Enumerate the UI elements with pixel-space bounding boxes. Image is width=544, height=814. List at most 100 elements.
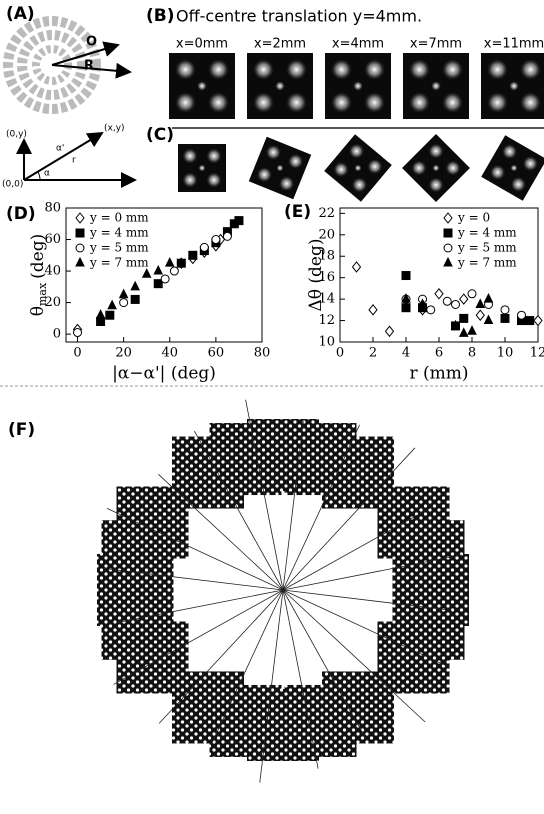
x-tick-label: 40 — [161, 346, 178, 361]
radial-line — [194, 430, 284, 591]
speckle — [510, 164, 518, 172]
point — [118, 288, 129, 299]
image-row: x=0mm x=2mm x=4mm x=7mm x=11mm — [169, 37, 544, 119]
legend-marker — [443, 243, 453, 253]
speckle — [348, 142, 365, 160]
point — [533, 314, 543, 327]
speckle — [486, 58, 509, 81]
x-tick-label: 0 — [73, 346, 81, 361]
target-diagram — [3, 16, 132, 114]
angle-label: α' — [56, 144, 64, 154]
radial-line — [113, 589, 284, 685]
point — [500, 305, 510, 315]
point — [351, 261, 362, 273]
x-tick-label: 20 — [115, 346, 132, 361]
point — [234, 216, 244, 226]
x-axis-label: r (mm) — [409, 364, 468, 384]
speckle — [408, 91, 431, 114]
radial-line — [282, 506, 432, 591]
mosaic-tile — [209, 423, 282, 496]
radial-line — [282, 589, 319, 769]
point — [384, 325, 395, 338]
radial-line — [282, 589, 367, 739]
coordinate-diagram — [16, 131, 137, 188]
point — [500, 313, 510, 323]
speckle — [366, 158, 384, 175]
point — [164, 257, 175, 267]
speckle-image — [169, 53, 235, 119]
legend-entry: y = 5 mm — [457, 241, 517, 255]
speckle — [252, 58, 275, 81]
speckle — [207, 58, 230, 81]
mosaic-tile — [392, 587, 465, 660]
point — [169, 266, 179, 276]
mosaic-tile — [392, 520, 465, 593]
point — [141, 268, 152, 278]
y-tick-label: 14 — [318, 292, 335, 307]
radial-line — [282, 554, 462, 591]
point — [401, 271, 411, 281]
point — [459, 293, 469, 305]
y-tick-label: 0 — [53, 327, 61, 342]
radial-line — [259, 589, 284, 783]
point — [153, 264, 164, 275]
point — [467, 289, 477, 299]
speckle-image — [481, 135, 544, 201]
speckle — [519, 91, 542, 114]
axis-point: (0,y) — [6, 130, 27, 140]
radial-line — [102, 567, 284, 591]
image-caption: x=11mm — [484, 37, 544, 52]
point — [451, 299, 460, 309]
x-tick-label: 80 — [254, 346, 271, 361]
speckle — [196, 80, 208, 92]
x-tick-label: 8 — [468, 346, 476, 361]
speckle — [363, 91, 386, 114]
speckle — [441, 58, 464, 81]
mosaic-tile — [209, 684, 282, 757]
speckle — [352, 80, 364, 92]
r-label: R — [84, 59, 94, 74]
y-tick-label: 22 — [318, 206, 335, 221]
point — [401, 293, 411, 303]
radial-line — [211, 589, 284, 745]
point — [130, 280, 140, 291]
speckle — [486, 91, 509, 114]
plot-frame — [65, 207, 263, 343]
point — [119, 298, 129, 308]
legend-entry: y = 7 mm — [89, 256, 149, 270]
mosaic-tile — [101, 520, 174, 593]
point — [483, 293, 494, 303]
point — [130, 294, 140, 304]
speckle — [408, 58, 431, 81]
legend-entry: y = 0 — [457, 211, 490, 225]
point — [401, 303, 411, 313]
legend-entry: y = 7 mm — [457, 256, 517, 270]
speckle — [427, 142, 445, 160]
point — [450, 319, 461, 330]
image-row — [178, 134, 544, 202]
speckle-image — [178, 144, 226, 192]
mosaic — [97, 399, 469, 783]
y-axis-label-unit: (deg) — [28, 234, 48, 279]
speckle — [444, 159, 462, 177]
point — [188, 250, 198, 260]
radial-line — [282, 589, 449, 667]
speckle — [354, 164, 362, 172]
point — [517, 310, 526, 320]
y-tick-label: 18 — [318, 249, 335, 264]
x-tick-label: 2 — [369, 346, 377, 361]
speckle — [265, 144, 282, 161]
point — [417, 298, 428, 308]
point — [105, 310, 115, 320]
point — [442, 296, 452, 306]
point — [426, 305, 436, 315]
speckle — [510, 176, 527, 193]
speckle — [285, 58, 308, 81]
y-tick-label: 16 — [318, 270, 335, 285]
radial-line — [282, 589, 452, 611]
speckle — [522, 155, 539, 172]
legend-marker — [75, 228, 85, 238]
speckle — [489, 164, 506, 181]
point — [153, 279, 163, 289]
